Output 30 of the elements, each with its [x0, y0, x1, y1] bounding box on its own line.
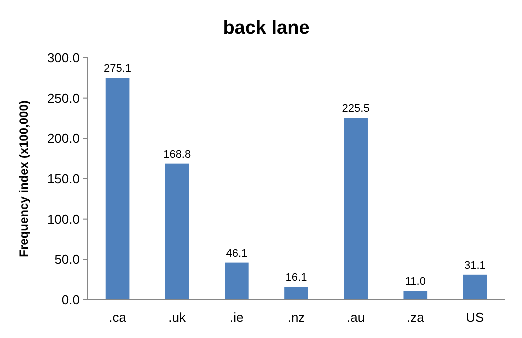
data-label: 11.0	[405, 276, 426, 288]
y-tick-label: 0.0	[62, 292, 80, 308]
x-tick-label: .nz	[288, 310, 306, 325]
data-label: 168.8	[164, 148, 192, 161]
bar	[165, 164, 190, 300]
x-tick-label: .uk	[168, 310, 187, 325]
chart-title: back lane	[223, 18, 310, 39]
y-tick-label: 100.0	[47, 212, 80, 227]
data-label: 16.1	[286, 272, 308, 284]
bar	[284, 287, 308, 300]
y-tick-label: 300.0	[47, 50, 80, 66]
data-label: 31.1	[464, 260, 486, 272]
data-label: 46.1	[226, 248, 248, 260]
y-tick-label: 150.0	[47, 172, 80, 187]
data-label: 275.1	[104, 63, 132, 76]
x-tick-label: .au	[347, 310, 366, 325]
x-tick-label: .ie	[230, 310, 244, 325]
bar	[344, 118, 368, 300]
data-label: 225.5	[342, 103, 370, 116]
x-tick-label: .za	[406, 310, 426, 325]
y-tick-label: 50.0	[54, 252, 80, 268]
x-tick-label: US	[466, 310, 485, 325]
x-tick-label: .ca	[109, 310, 128, 325]
bar	[404, 291, 428, 300]
y-tick-label: 200.0	[47, 131, 80, 146]
bar	[106, 78, 130, 300]
y-axis-title: Frequency index (x100,000)	[17, 100, 31, 258]
bar	[225, 262, 249, 300]
y-tick-label: 250.0	[47, 90, 80, 106]
bar	[463, 274, 488, 300]
